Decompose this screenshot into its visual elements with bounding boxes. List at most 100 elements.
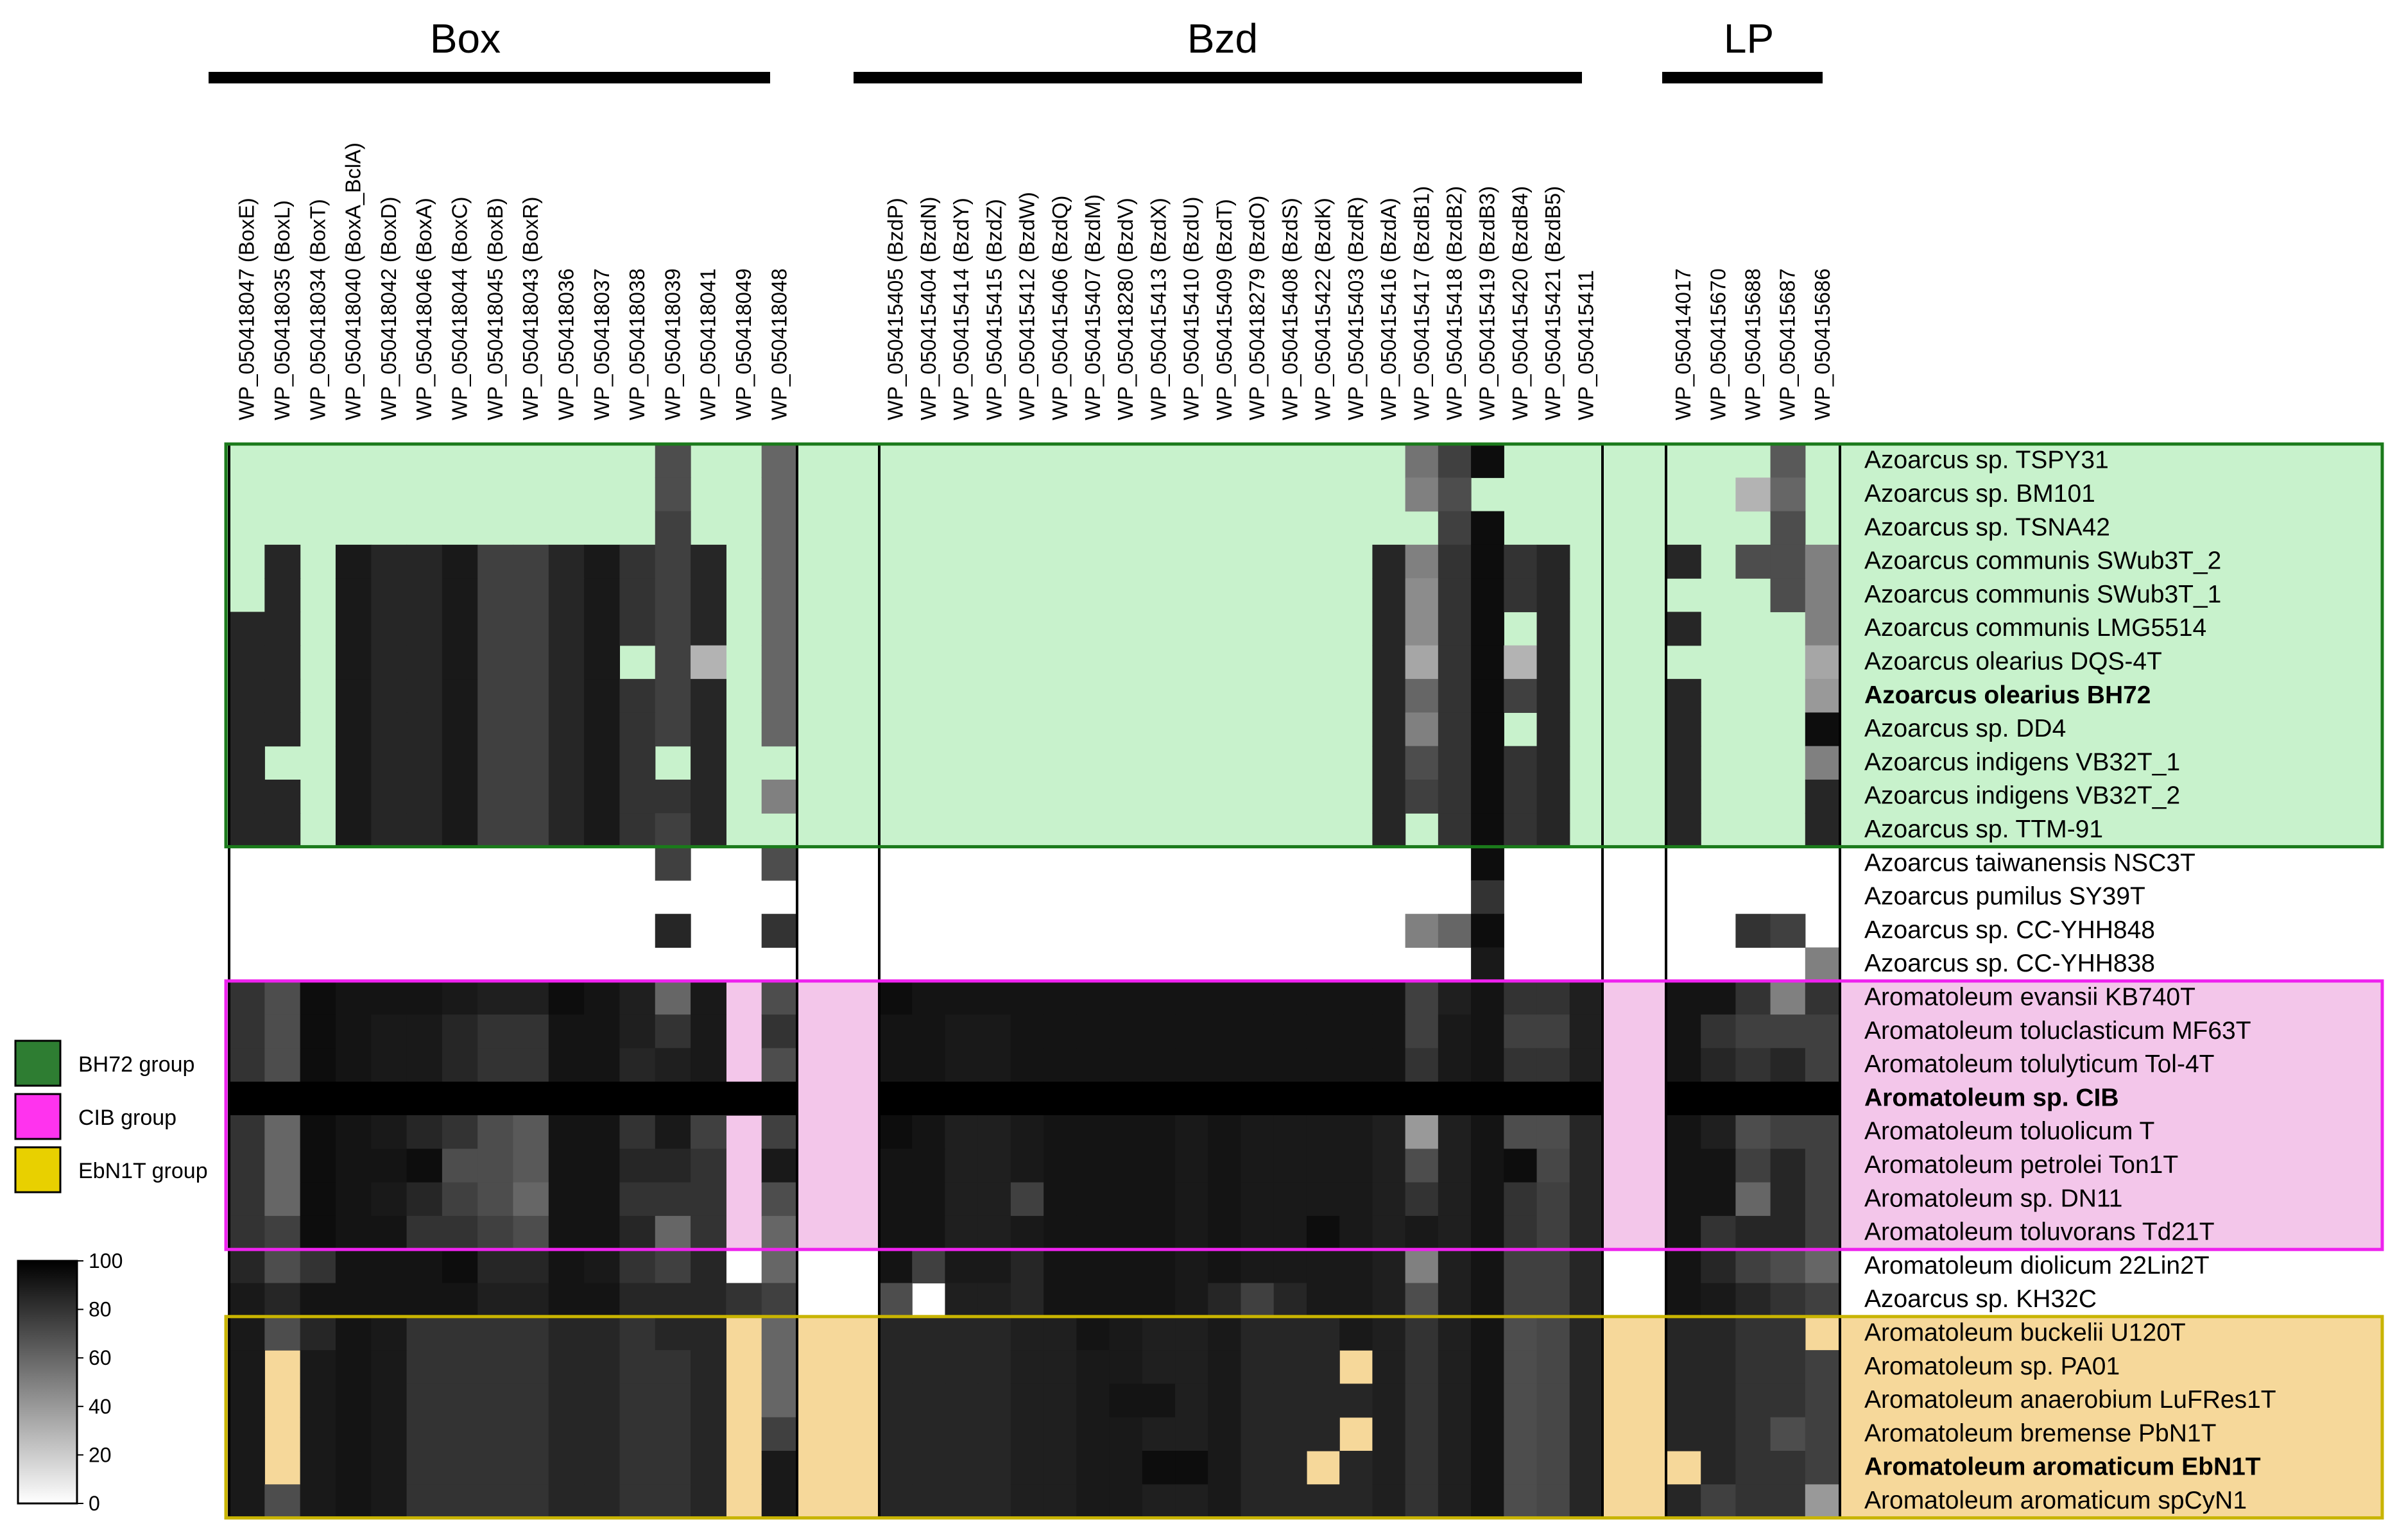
heatmap-cell: [619, 1417, 656, 1451]
heatmap-cell: [1504, 1283, 1538, 1317]
heatmap-cell: [1701, 1182, 1736, 1217]
heatmap-cell: [477, 578, 514, 613]
heatmap-cell: [1471, 813, 1504, 848]
heatmap-cell: [761, 1383, 798, 1418]
heatmap-cell: [300, 1451, 336, 1485]
heatmap-cell: [1504, 645, 1538, 680]
heatmap-cell: [655, 1417, 691, 1451]
row-label: Azoarcus communis SWub3T_2: [1864, 547, 2221, 575]
heatmap-cell: [1076, 1451, 1110, 1485]
heatmap-cell: [442, 813, 478, 848]
heatmap-cell: [1701, 1417, 1736, 1451]
heatmap-cell: [335, 780, 372, 814]
heatmap-cell: [1471, 1484, 1504, 1519]
heatmap-cell: [912, 1484, 946, 1519]
heatmap-cell: [1175, 1383, 1208, 1418]
heatmap-cell: [1569, 1383, 1603, 1418]
heatmap-cell: [264, 1014, 301, 1048]
heatmap-cell: [879, 1182, 913, 1217]
heatmap-cell: [406, 1048, 443, 1082]
column-label: WP_050415407 (BzdM): [1081, 194, 1104, 420]
heatmap-cell: [912, 1048, 946, 1082]
legend-swatch: [14, 1040, 62, 1087]
column-label: WP_050418045 (BoxB): [483, 198, 507, 420]
heatmap-cell: [1372, 1484, 1406, 1519]
heatmap-cell: [691, 813, 726, 848]
heatmap-cell: [1044, 1417, 1077, 1451]
group-band-border: [224, 442, 2384, 849]
column-label: WP_050415688: [1741, 268, 1765, 420]
heatmap-cell: [300, 1149, 336, 1183]
column-label: WP_050415687: [1776, 268, 1800, 420]
heatmap-cell: [691, 645, 726, 680]
heatmap-cell: [1405, 1014, 1439, 1048]
heatmap-cell: [1666, 1215, 1701, 1250]
heatmap-cell: [655, 780, 691, 814]
heatmap-cell: [1504, 1215, 1538, 1250]
heatmap-cell: [1273, 1115, 1307, 1149]
heatmap-cell: [977, 1182, 1011, 1217]
column-label: WP_050415418 (BzdB2): [1442, 186, 1466, 420]
heatmap-cell: [264, 780, 301, 814]
heatmap-cell: [691, 1215, 726, 1250]
heatmap-cell: [1438, 578, 1472, 613]
heatmap-cell: [1536, 1081, 1570, 1116]
heatmap-cell: [1770, 1484, 1806, 1519]
column-label: WP_050418046 (BoxA): [412, 198, 436, 420]
heatmap-cell: [264, 679, 301, 713]
heatmap-cell: [1142, 1383, 1176, 1418]
heatmap-cell: [406, 1182, 443, 1217]
heatmap-cell: [1805, 1484, 1841, 1519]
heatmap-cell: [1666, 1014, 1701, 1048]
heatmap-cell: [977, 1081, 1011, 1116]
heatmap-cell: [1770, 477, 1806, 512]
heatmap-cell: [584, 746, 621, 780]
heatmap-cell: [619, 780, 656, 814]
heatmap-cell: [912, 1081, 946, 1116]
heatmap-cell: [1735, 1249, 1771, 1284]
heatmap-cell: [1076, 1215, 1110, 1250]
heatmap-cell: [371, 1081, 408, 1116]
heatmap-cell: [945, 980, 979, 1015]
heatmap-cell: [229, 1484, 265, 1519]
heatmap-cell: [1208, 1383, 1242, 1418]
heatmap-cell: [584, 1014, 621, 1048]
heatmap-cell: [912, 1451, 946, 1485]
heatmap-cell: [945, 1283, 979, 1317]
heatmap-cell: [442, 645, 478, 680]
heatmap-cell: [229, 980, 265, 1015]
heatmap-cell: [371, 1149, 408, 1183]
row-label: Aromatoleum tolulyticum Tol-4T: [1864, 1050, 2214, 1078]
heatmap-cell: [1471, 578, 1504, 613]
heatmap-cell: [619, 1149, 656, 1183]
heatmap-cell: [371, 1484, 408, 1519]
row-label: Azoarcus sp. BM101: [1864, 480, 2095, 508]
heatmap-cell: [619, 1451, 656, 1485]
heatmap-cell: [1010, 1149, 1044, 1183]
heatmap-cell: [1372, 1383, 1406, 1418]
heatmap-cell: [1438, 1081, 1472, 1116]
heatmap-cell: [1770, 1149, 1806, 1183]
heatmap-cell: [1471, 1383, 1504, 1418]
heatmap-cell: [335, 1484, 372, 1519]
heatmap-cell: [584, 813, 621, 848]
heatmap-cell: [945, 1081, 979, 1116]
heatmap-cell: [1109, 1283, 1143, 1317]
heatmap-cell: [691, 1182, 726, 1217]
heatmap-cell: [1471, 980, 1504, 1015]
heatmap-cell: [1735, 1383, 1771, 1418]
heatmap-cell: [1438, 1249, 1472, 1284]
heatmap-cell: [548, 1417, 585, 1451]
heatmap-cell: [1666, 813, 1701, 848]
heatmap-cell: [477, 1014, 514, 1048]
heatmap-cell: [229, 780, 265, 814]
heatmap-cell: [442, 780, 478, 814]
heatmap-cell: [1142, 1484, 1176, 1519]
heatmap-cell: [1569, 980, 1603, 1015]
heatmap-cell: [513, 1283, 549, 1317]
heatmap-cell: [1175, 1484, 1208, 1519]
heatmap-cell: [1405, 578, 1439, 613]
heatmap-cell: [655, 1048, 691, 1082]
heatmap-cell: [477, 645, 514, 680]
heatmap-cell: [691, 1115, 726, 1149]
